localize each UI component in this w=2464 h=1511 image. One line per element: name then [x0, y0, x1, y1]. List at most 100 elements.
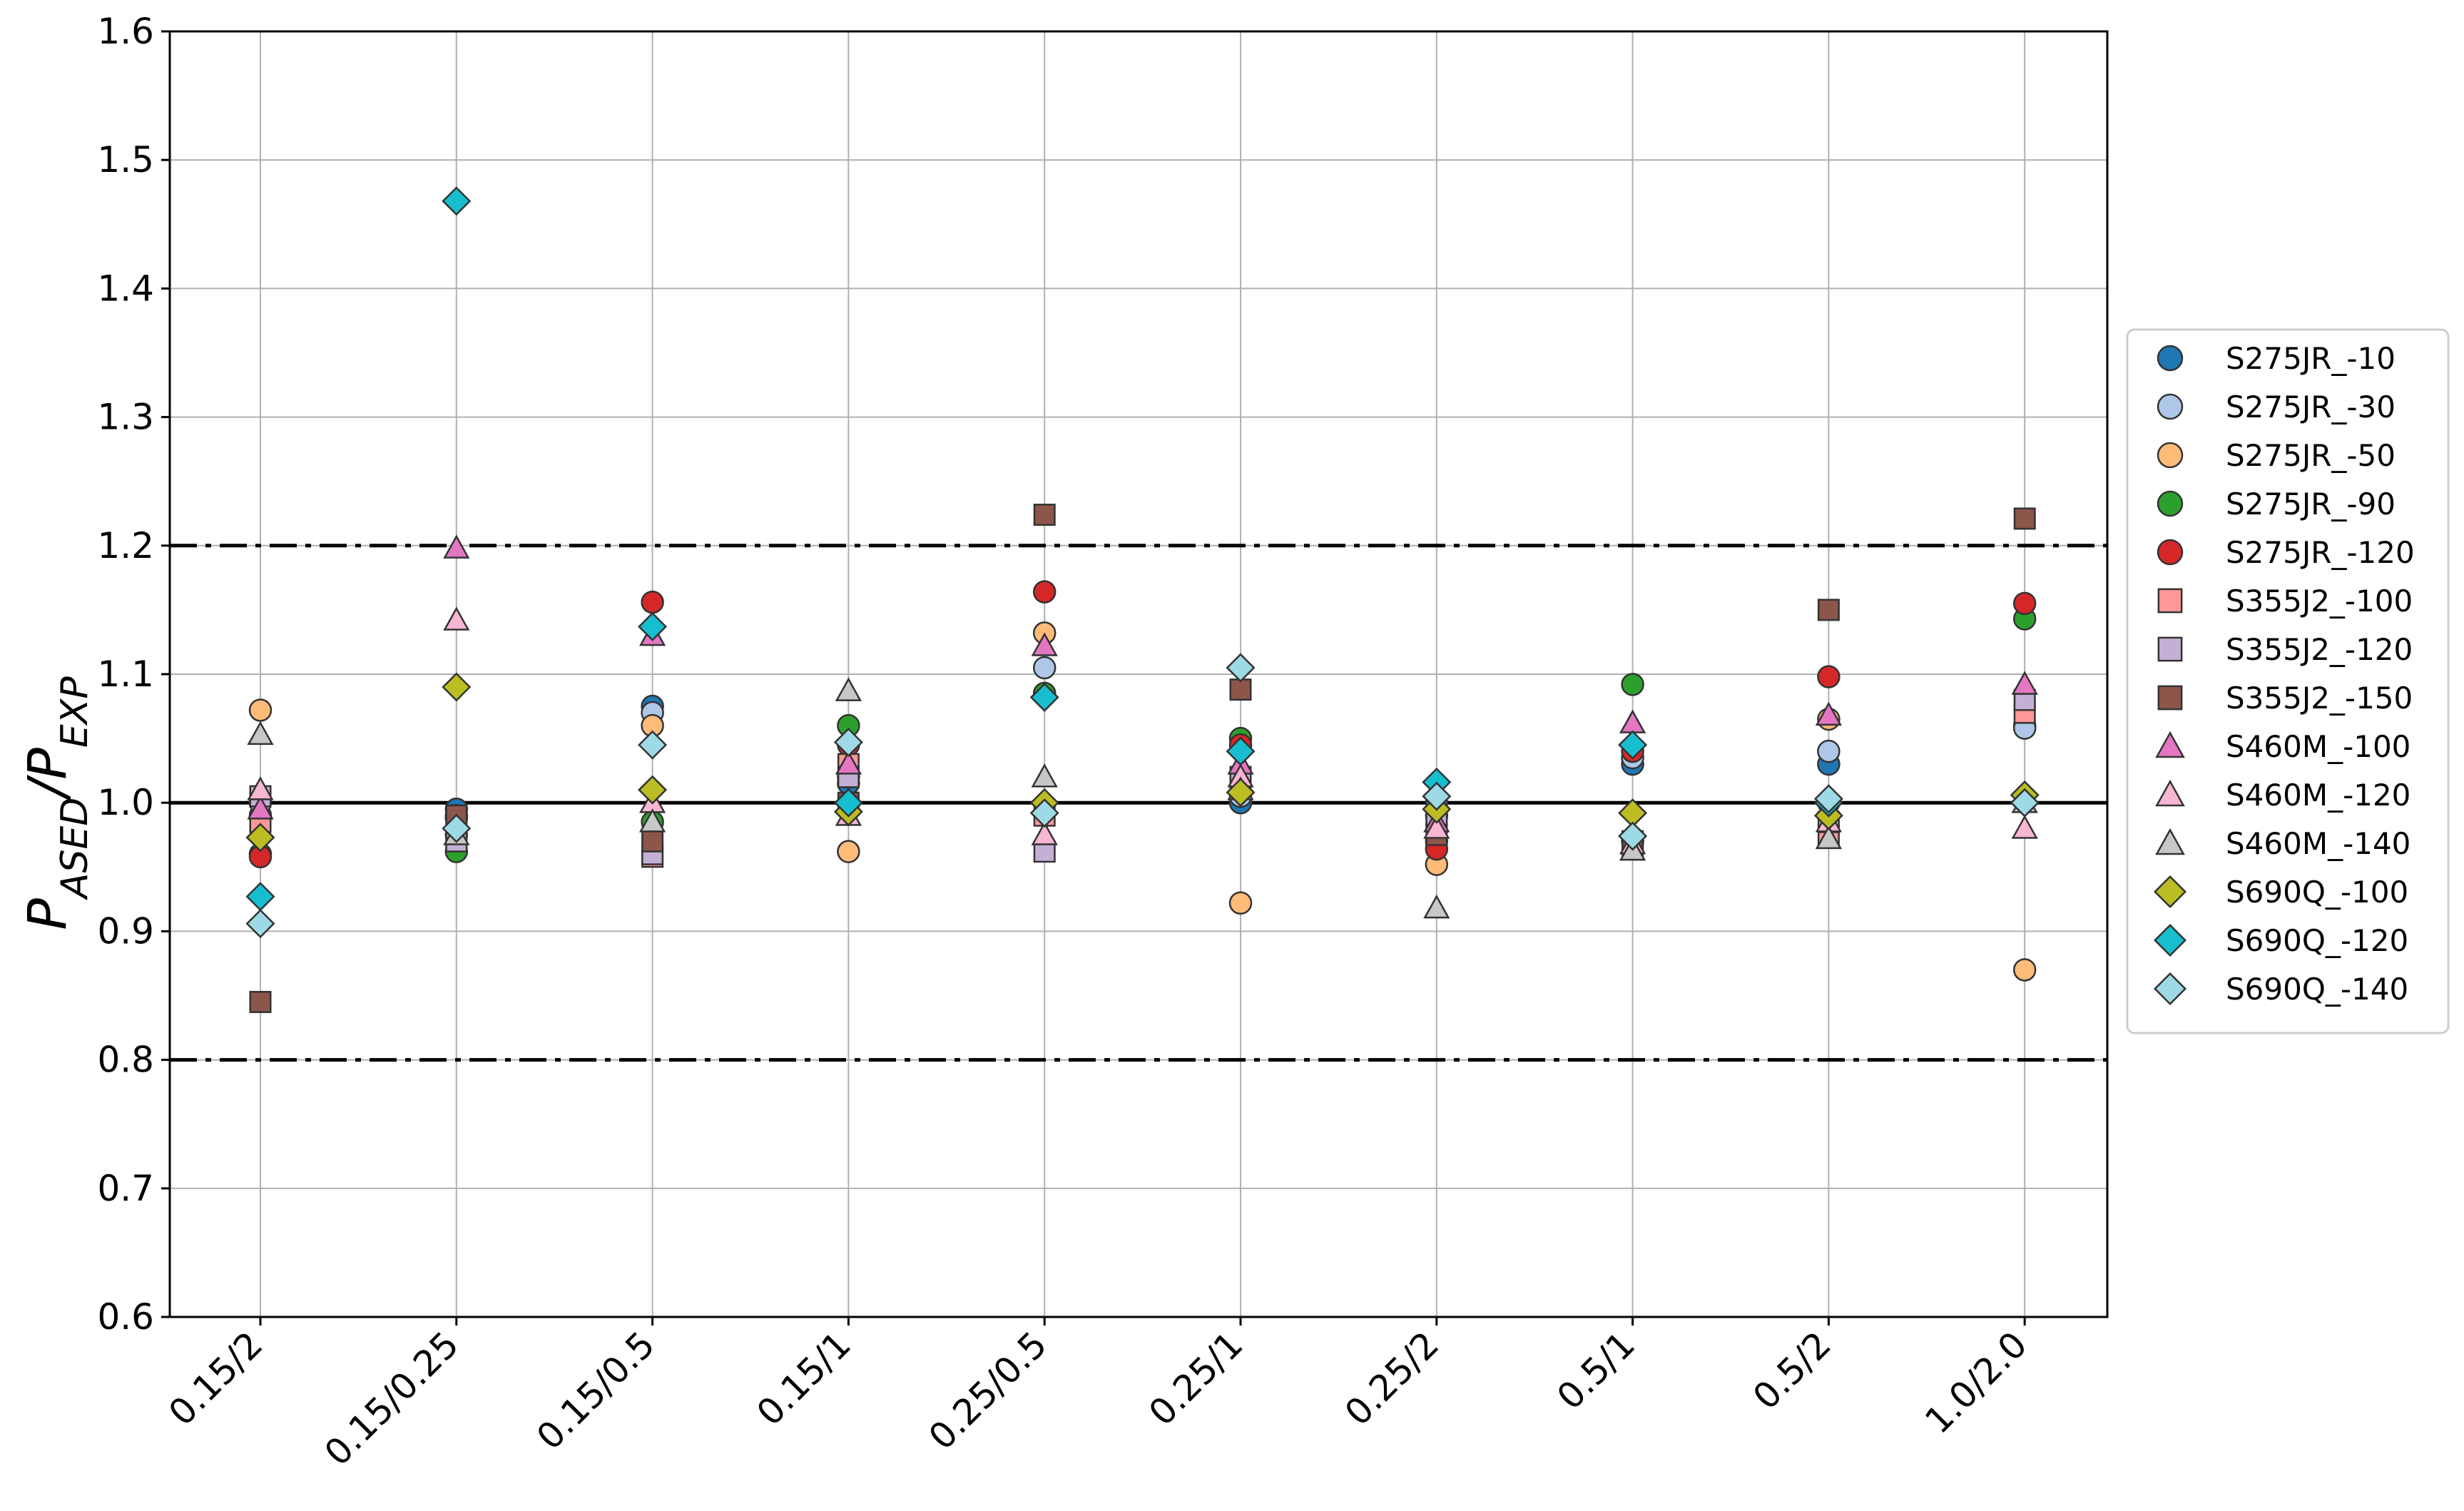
data-point [1618, 821, 1648, 851]
legend-marker [2157, 393, 2184, 420]
data-point [249, 991, 272, 1014]
y-tick-label: 1.6 [97, 11, 154, 52]
data-point [835, 751, 862, 775]
y-tick-label: 1.1 [97, 653, 154, 695]
data-point [1423, 894, 1450, 919]
series-S275JR_-10 [248, 681, 2037, 828]
data-point [1032, 580, 1057, 604]
legend-label: S275JR_-10 [2226, 341, 2396, 376]
legend-label: S690Q_-100 [2226, 875, 2408, 910]
data-point [1029, 798, 1059, 828]
grid [170, 31, 2107, 1318]
data-point [245, 909, 275, 939]
legend-label: S690Q_-120 [2226, 923, 2408, 958]
data-point [1619, 709, 1646, 733]
legend-label: S355J2_-120 [2226, 632, 2413, 667]
data-point [2011, 671, 2038, 695]
data-point [638, 611, 668, 641]
y-tick-label: 0.9 [97, 910, 154, 952]
ylabel-sep: /P [17, 748, 78, 802]
data-point [833, 727, 863, 758]
reference-lines [170, 544, 2107, 1062]
data-point [2012, 591, 2037, 616]
series-S275JR_-120 [248, 580, 2037, 869]
y-tick-label: 1.0 [97, 782, 154, 823]
data-point [2011, 815, 2038, 839]
legend-label: S275JR_-90 [2226, 487, 2396, 522]
data-point [1226, 653, 1256, 683]
data-point [442, 672, 472, 702]
series-S690Q_-140 [245, 653, 2040, 939]
legend-frame [2126, 328, 2450, 1034]
ylabel-main: P [17, 898, 78, 930]
data-point [835, 677, 862, 701]
series-S275JR_-90 [248, 607, 2037, 866]
data-point [1817, 739, 1841, 763]
y-axis-label: PASED/PEXP [17, 676, 96, 930]
data-point [837, 840, 860, 863]
legend-marker [2153, 972, 2187, 1006]
data-point [1226, 778, 1256, 808]
data-point [638, 775, 668, 805]
y-tick-label: 0.8 [97, 1039, 154, 1081]
legend-marker [2157, 490, 2184, 517]
legend-marker [2155, 731, 2185, 758]
legend: S275JR_-10 S275JR_-30 S275JR_-50 S275JR_-90… [2126, 328, 2450, 1034]
data-point [641, 590, 664, 614]
data-point [833, 788, 863, 818]
data-point [247, 721, 274, 746]
x-tick-label: 0.15/1 [749, 1323, 859, 1433]
series-S460M_-120 [247, 606, 2038, 855]
series-S355J2_-150 [249, 504, 2036, 1014]
legend-label: S460M_-120 [2226, 778, 2410, 813]
data-point [1813, 784, 1843, 814]
x-tick-label: 1.0/2.0 [1917, 1323, 2035, 1441]
data-point [443, 606, 470, 631]
legend-marker [2157, 588, 2183, 614]
data-point [247, 776, 274, 800]
series-S355J2_-120 [249, 688, 2036, 865]
legend-label: S275JR_-50 [2226, 438, 2396, 473]
legend-label: S275JR_-120 [2226, 535, 2415, 570]
legend-marker [2157, 636, 2183, 662]
series-S275JR_-30 [248, 656, 2037, 828]
data-point [1031, 632, 1058, 656]
x-axis-ticks: 0.15/2 0.15/0.25 0.15/0.5 0.15/1 0.25/0.5 0.2… [161, 1317, 2035, 1474]
data-point [442, 813, 472, 843]
legend-marker [2157, 345, 2184, 372]
series-S460M_-100 [247, 534, 2038, 833]
legend-marker [2157, 442, 2184, 469]
data-point [1817, 665, 1841, 688]
ylabel-sub2: EXP [54, 676, 96, 748]
data-point [1618, 730, 1648, 760]
x-tick-label: 0.25/0.5 [921, 1323, 1055, 1457]
data-point [245, 882, 275, 912]
legend-marker [2157, 539, 2184, 566]
x-tick-label: 0.25/2 [1337, 1323, 1447, 1433]
data-point [1033, 504, 1056, 526]
y-tick-label: 1.3 [97, 397, 154, 438]
legend-label: S355J2_-150 [2226, 681, 2413, 716]
legend-marker [2157, 685, 2183, 711]
data-point [1422, 781, 1452, 811]
ylabel-sub1: ASED [54, 798, 96, 900]
data-point [443, 534, 470, 559]
y-tick-label: 0.6 [97, 1296, 154, 1338]
data-point [1032, 656, 1057, 680]
data-point [1031, 763, 1058, 788]
data-point [2010, 788, 2040, 818]
legend-label: S355J2_-100 [2226, 584, 2413, 619]
x-tick-label: 0.5/1 [1549, 1323, 1643, 1418]
data-point [638, 808, 666, 833]
data-point [638, 730, 668, 760]
y-tick-label: 0.7 [97, 1168, 154, 1209]
data-point [1423, 815, 1450, 839]
legend-marker [2155, 828, 2185, 855]
data-point [442, 186, 472, 216]
x-tick-label: 0.15/0.25 [317, 1323, 467, 1473]
data-point [1815, 825, 1843, 850]
legend-label: S690Q_-140 [2226, 972, 2408, 1007]
series-S355J2_-100 [249, 701, 2036, 868]
data-point [1226, 736, 1256, 766]
